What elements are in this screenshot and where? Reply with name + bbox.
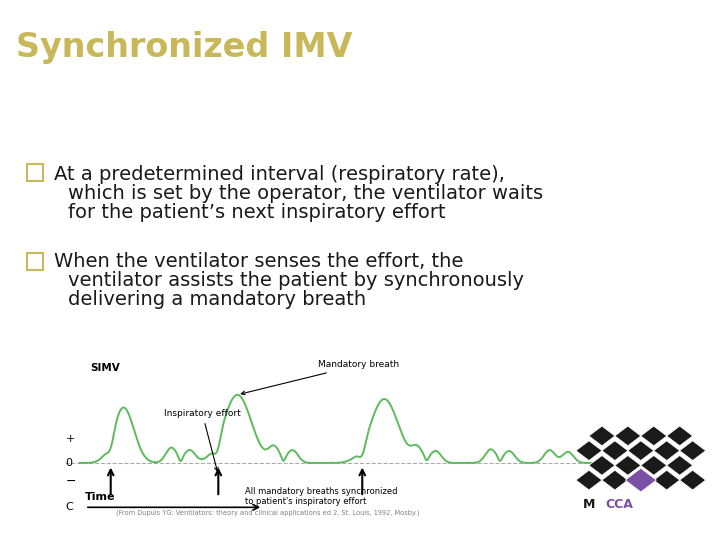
- Text: CCA: CCA: [606, 498, 634, 511]
- Polygon shape: [625, 468, 657, 492]
- Polygon shape: [628, 441, 654, 461]
- Text: M: M: [582, 498, 595, 511]
- Polygon shape: [667, 456, 693, 475]
- Text: All mandatory breaths synchronized
to patient's inspiratory effort: All mandatory breaths synchronized to pa…: [245, 487, 397, 507]
- Text: Time: Time: [85, 492, 115, 502]
- Polygon shape: [602, 441, 628, 461]
- Text: −: −: [66, 475, 76, 488]
- Text: When the ventilator senses the effort, the: When the ventilator senses the effort, t…: [54, 252, 464, 271]
- Polygon shape: [667, 426, 693, 445]
- Text: At a predetermined interval (respiratory rate),: At a predetermined interval (respiratory…: [54, 165, 505, 184]
- Text: Mandatory breath: Mandatory breath: [241, 361, 400, 395]
- Text: SIMV: SIMV: [91, 363, 120, 373]
- Polygon shape: [654, 441, 680, 461]
- Polygon shape: [641, 426, 667, 445]
- Polygon shape: [654, 470, 680, 490]
- Text: Synchronized IMV: Synchronized IMV: [16, 31, 352, 64]
- Text: delivering a mandatory breath: delivering a mandatory breath: [68, 290, 366, 309]
- Text: (From Dupuis YG: Ventilators: theory and clinical applications ed 2, St. Louis, : (From Dupuis YG: Ventilators: theory and…: [116, 509, 420, 516]
- Text: Inspiratory effort: Inspiratory effort: [164, 409, 240, 471]
- Polygon shape: [615, 426, 641, 445]
- Polygon shape: [576, 441, 602, 461]
- Polygon shape: [680, 470, 706, 490]
- Polygon shape: [602, 470, 628, 490]
- Text: C: C: [66, 502, 73, 512]
- Text: ventilator assists the patient by synchronously: ventilator assists the patient by synchr…: [68, 271, 524, 290]
- Polygon shape: [615, 456, 641, 475]
- Polygon shape: [589, 426, 615, 445]
- Polygon shape: [641, 456, 667, 475]
- Text: for the patient’s next inspiratory effort: for the patient’s next inspiratory effor…: [68, 202, 446, 221]
- Text: 0: 0: [66, 458, 73, 468]
- Text: which is set by the operator, the ventilator waits: which is set by the operator, the ventil…: [68, 184, 544, 202]
- Polygon shape: [680, 441, 706, 461]
- Polygon shape: [576, 470, 602, 490]
- Text: +: +: [66, 434, 75, 444]
- Polygon shape: [589, 456, 615, 475]
